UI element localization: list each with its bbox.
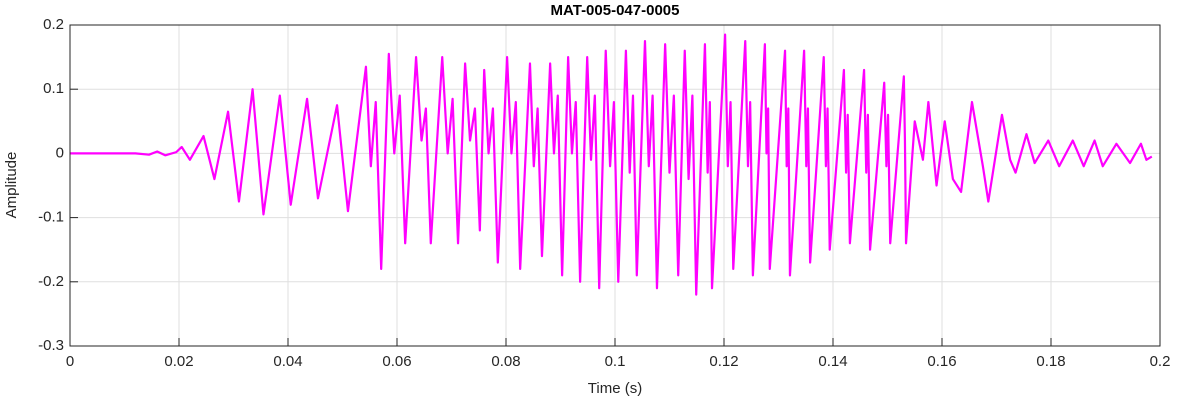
- x-axis-label: Time (s): [588, 380, 642, 397]
- x-tick-label: 0.04: [273, 353, 302, 370]
- axes-box: [69, 24, 1161, 347]
- x-tick-label: 0.18: [1036, 353, 1065, 370]
- x-tick-label: 0.02: [164, 353, 193, 370]
- x-tick-label: 0: [66, 353, 74, 370]
- x-tick-label: 0.14: [818, 353, 847, 370]
- waveform-line: [70, 33, 1153, 296]
- y-tick-label: -0.2: [38, 273, 64, 290]
- x-tick-label: 0.06: [382, 353, 411, 370]
- y-tick-label: 0: [56, 144, 64, 161]
- y-tick-label: 0.1: [43, 80, 64, 97]
- chart-title: MAT-005-047-0005: [551, 2, 680, 19]
- x-tick-label: 0.12: [709, 353, 738, 370]
- x-tick-label: 0.1: [605, 353, 626, 370]
- x-tick-label: 0.2: [1150, 353, 1171, 370]
- x-tick-label: 0.16: [927, 353, 956, 370]
- y-tick-label: 0.2: [43, 16, 64, 33]
- x-tick-label: 0.08: [491, 353, 520, 370]
- y-tick-label: -0.1: [38, 209, 64, 226]
- y-axis-label: Amplitude: [3, 152, 20, 219]
- y-tick-label: -0.3: [38, 337, 64, 354]
